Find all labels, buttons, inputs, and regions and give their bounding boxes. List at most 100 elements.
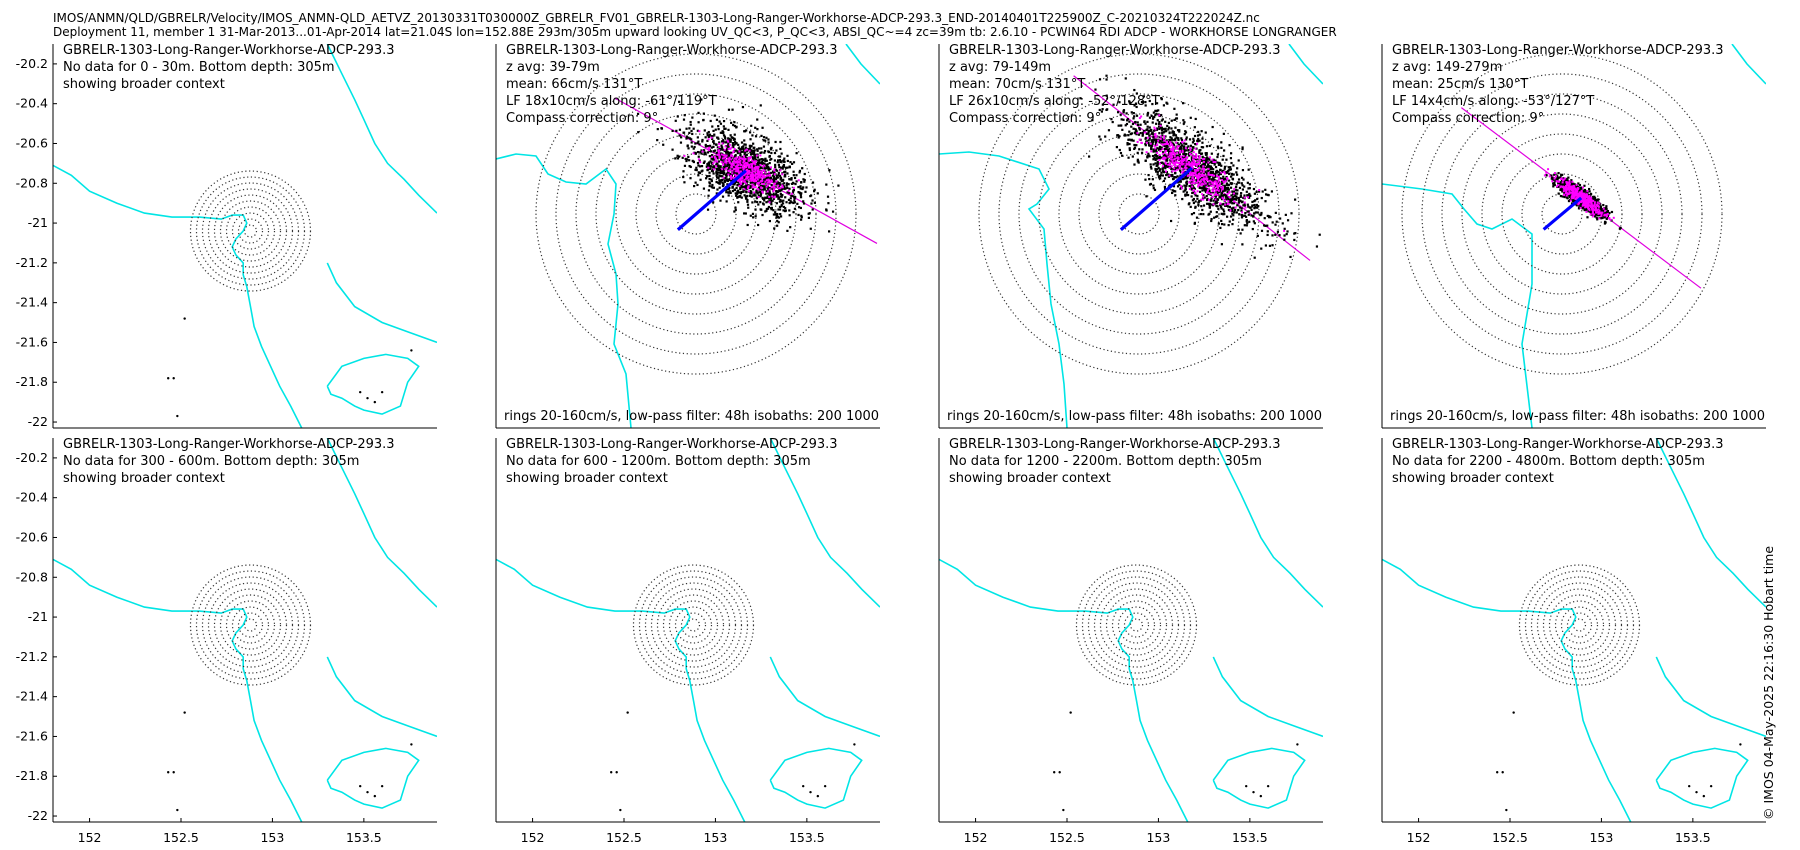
lf-point <box>1172 145 1175 148</box>
velocity-point <box>1248 196 1251 199</box>
velocity-point <box>1223 186 1227 189</box>
velocity-point <box>789 197 792 200</box>
velocity-point <box>1205 172 1208 175</box>
velocity-point <box>1211 191 1215 194</box>
velocity-point <box>792 170 795 173</box>
velocity-point <box>1144 159 1147 162</box>
velocity-point <box>1146 114 1149 117</box>
lf-point <box>1165 140 1168 143</box>
lf-point <box>747 159 750 162</box>
velocity-point <box>1179 174 1182 177</box>
velocity-point <box>734 208 737 211</box>
lf-point <box>1217 180 1220 183</box>
lf-point <box>1169 148 1172 151</box>
velocity-point <box>1254 211 1257 214</box>
velocity-point <box>1230 198 1233 201</box>
velocity-point <box>746 223 749 227</box>
lf-point <box>751 173 754 176</box>
lf-point <box>1205 185 1208 188</box>
velocity-point <box>786 191 789 194</box>
velocity-point <box>1605 211 1609 214</box>
velocity-point <box>1199 164 1203 168</box>
velocity-point <box>714 149 717 152</box>
lf-point <box>1159 150 1162 153</box>
velocity-point <box>1132 117 1135 120</box>
velocity-point <box>711 135 714 138</box>
velocity-point <box>728 166 731 169</box>
velocity-point <box>1185 191 1189 194</box>
coastline-island <box>326 353 420 415</box>
velocity-point <box>741 150 744 153</box>
lf-point <box>1149 142 1152 145</box>
velocity-point <box>753 146 756 149</box>
velocity-point <box>773 170 776 174</box>
velocity-point <box>704 136 707 139</box>
velocity-point <box>1239 194 1242 197</box>
lf-point <box>712 168 715 171</box>
velocity-point <box>1318 233 1321 236</box>
velocity-point <box>724 141 727 144</box>
velocity-point <box>1091 119 1094 122</box>
velocity-point <box>1163 170 1166 173</box>
lf-point <box>1212 161 1215 164</box>
velocity-point <box>701 138 704 142</box>
velocity-point <box>1195 147 1198 150</box>
lf-point <box>734 174 737 177</box>
velocity-point <box>692 160 696 164</box>
velocity-point <box>768 190 771 193</box>
lf-point <box>699 161 702 164</box>
velocity-point <box>1237 196 1240 200</box>
velocity-point <box>1146 125 1149 128</box>
velocity-point <box>736 180 739 183</box>
velocity-point <box>1116 111 1120 114</box>
lf-point <box>1158 162 1161 165</box>
lf-point <box>1179 149 1182 152</box>
velocity-point <box>770 206 773 210</box>
velocity-point <box>717 164 720 167</box>
velocity-point <box>767 168 770 171</box>
velocity-point <box>1115 146 1119 149</box>
lf-point <box>752 184 755 187</box>
velocity-point <box>1239 195 1242 198</box>
velocity-point <box>1171 175 1174 178</box>
lf-point <box>1204 182 1207 185</box>
velocity-point <box>1183 156 1186 159</box>
velocity-point <box>1128 130 1131 133</box>
velocity-point <box>1202 213 1205 216</box>
velocity-point <box>1137 160 1140 163</box>
velocity-point <box>710 146 713 149</box>
velocity-point <box>780 189 783 192</box>
velocity-point <box>708 174 711 178</box>
velocity-point <box>1204 152 1207 155</box>
plot-area: rings 20-160cm/s, low-pass filter: 48h i… <box>1382 44 1766 428</box>
velocity-point <box>1182 153 1185 157</box>
lf-point <box>745 177 748 180</box>
velocity-point <box>1199 199 1202 202</box>
velocity-point <box>1147 139 1150 142</box>
velocity-point <box>1222 178 1225 181</box>
velocity-point <box>1158 132 1161 135</box>
velocity-point <box>771 187 774 190</box>
panel-title: GBRELR-1303-Long-Ranger-Workhorse-ADCP-2… <box>949 43 1281 58</box>
lf-point <box>755 179 758 182</box>
velocity-point <box>1275 220 1278 223</box>
velocity-point <box>1205 202 1209 205</box>
velocity-point <box>1127 134 1130 137</box>
velocity-point <box>761 202 765 205</box>
velocity-point <box>756 149 759 152</box>
velocity-point <box>737 143 740 146</box>
lf-point <box>1183 157 1186 160</box>
velocity-point <box>725 150 728 153</box>
lf-point <box>1226 202 1229 205</box>
velocity-point <box>1209 199 1212 202</box>
velocity-point <box>782 205 786 209</box>
velocity-point <box>1156 119 1159 122</box>
lf-point <box>1243 196 1246 199</box>
lf-point <box>725 161 728 164</box>
velocity-point <box>753 192 756 195</box>
lf-point <box>1208 179 1211 182</box>
lf-point <box>1163 156 1166 159</box>
velocity-point <box>723 135 726 138</box>
velocity-point <box>1605 205 1608 208</box>
lf-point <box>1216 174 1219 177</box>
